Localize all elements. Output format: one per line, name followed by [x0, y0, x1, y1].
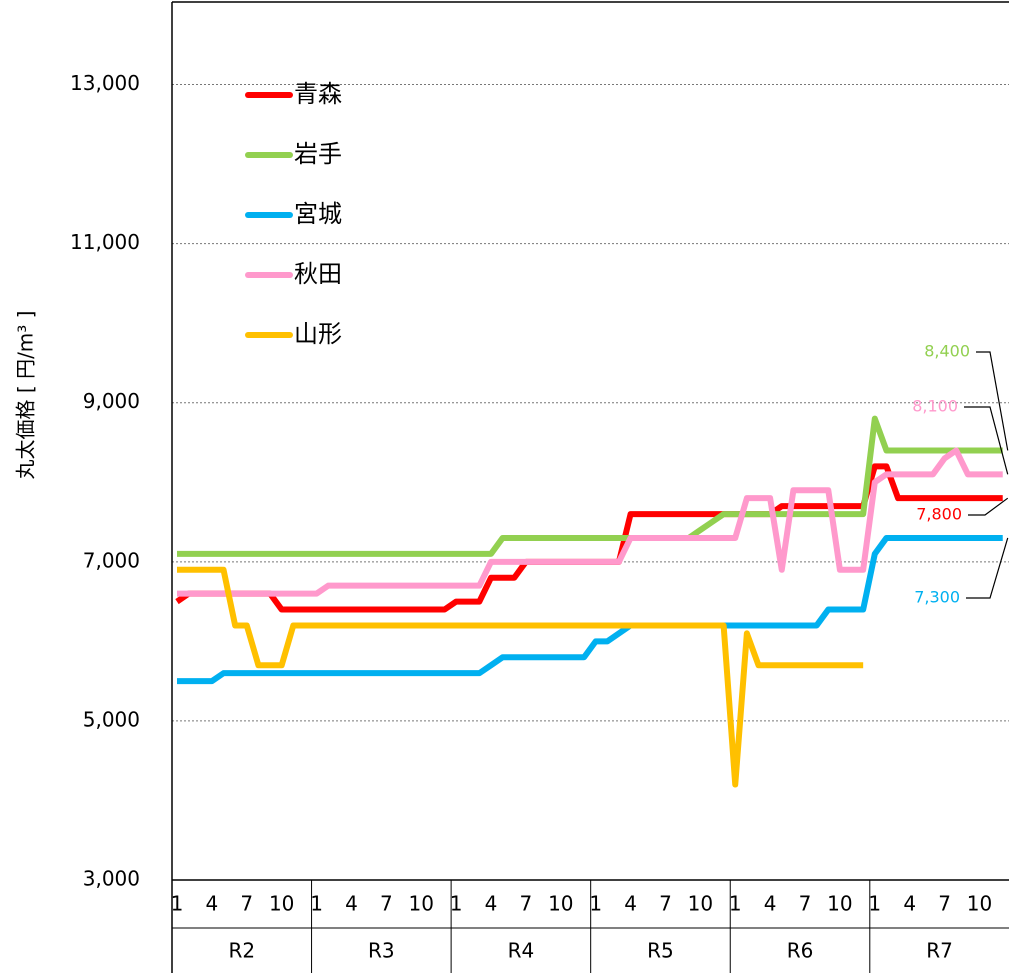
x-tick-label: 1	[589, 892, 602, 916]
x-tick-label: 4	[206, 892, 219, 916]
value-label: 8,400	[924, 342, 970, 361]
group-label: R7	[926, 939, 953, 963]
series-line	[177, 447, 1003, 597]
legend-label: 宮城	[294, 200, 342, 228]
x-tick-label: 10	[827, 892, 852, 916]
x-tick-label: 1	[868, 892, 881, 916]
leader-line	[968, 497, 1009, 516]
y-tick-label: 5,000	[83, 707, 140, 731]
y-tick-label: 9,000	[83, 389, 140, 413]
series-line	[177, 415, 1003, 557]
group-label: R5	[647, 939, 674, 963]
value-label: 8,100	[912, 397, 958, 416]
x-tick-label: 4	[903, 892, 916, 916]
x-tick-label: 10	[269, 892, 294, 916]
y-tick-label: 11,000	[70, 230, 140, 254]
x-tick-label: 7	[380, 892, 393, 916]
legend-label: 岩手	[294, 140, 342, 168]
x-tick-label: 4	[764, 892, 777, 916]
x-tick-label: 7	[659, 892, 672, 916]
x-tick-label: 1	[450, 892, 463, 916]
x-tick-label: 1	[729, 892, 742, 916]
group-label: R2	[228, 939, 255, 963]
y-axis-label: 丸太価格 [ 円/m³ ]	[14, 311, 38, 480]
y-tick-label: 3,000	[83, 867, 140, 891]
value-label: 7,800	[916, 505, 962, 524]
x-tick-label: 10	[409, 892, 434, 916]
x-tick-label: 4	[624, 892, 637, 916]
x-tick-label: 1	[171, 892, 184, 916]
x-tick-label: 4	[345, 892, 358, 916]
x-tick-label: 7	[240, 892, 253, 916]
x-tick-label: 10	[967, 892, 992, 916]
x-tick-label: 1	[310, 892, 323, 916]
y-tick-label: 7,000	[83, 548, 140, 572]
x-tick-label: 10	[688, 892, 713, 916]
group-label: R4	[508, 939, 535, 963]
value-label: 7,300	[914, 588, 960, 607]
leader-line	[976, 351, 1009, 451]
legend-label: 秋田	[294, 260, 342, 288]
series-line	[177, 566, 864, 788]
legend-label: 山形	[294, 320, 342, 348]
x-tick-label: 4	[485, 892, 498, 916]
group-label: R3	[368, 939, 395, 963]
series-line	[177, 534, 1003, 685]
legend-label: 青森	[294, 80, 342, 108]
y-tick-label: 13,000	[70, 71, 140, 95]
x-tick-label: 7	[938, 892, 951, 916]
x-tick-label: 10	[548, 892, 573, 916]
leader-line	[964, 406, 1009, 475]
group-label: R6	[787, 939, 814, 963]
x-tick-label: 7	[520, 892, 533, 916]
leader-line	[966, 537, 1009, 599]
x-tick-label: 7	[799, 892, 812, 916]
